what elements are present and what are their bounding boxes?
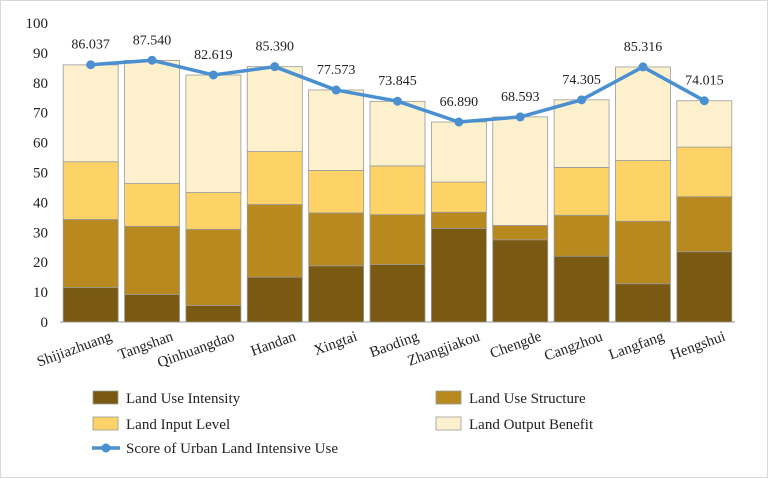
bar-segment-land-input-level [246, 151, 303, 205]
bar-segment-land-use-intensity [430, 228, 487, 323]
score-point [270, 62, 280, 72]
bar-segment-land-input-level [308, 170, 365, 214]
bar-segment-land-output-benefit [308, 89, 365, 171]
bar-segment-land-use-intensity [676, 251, 733, 323]
bar-segment-land-output-benefit [246, 66, 303, 152]
bar-segment-land-output-benefit [676, 100, 733, 148]
y-tick-label: 70 [33, 106, 48, 122]
score-data-label: 66.890 [440, 95, 479, 110]
bar-segment-land-use-structure [308, 212, 365, 267]
legend: Land Use Intensity Land Use Structure Land… [92, 390, 594, 457]
y-tick-label: 0 [41, 315, 49, 331]
score-point [208, 70, 218, 80]
bar-segment-land-use-structure [124, 225, 180, 295]
score-point [147, 55, 157, 65]
bar-segment-land-input-level [62, 161, 119, 220]
bar-segment-land-output-benefit [615, 66, 671, 161]
bar-segment-land-use-structure [369, 214, 426, 265]
labels-layer: 86.037 87.540 82.619 85.390 77.573 73.845 66.8… [71, 33, 723, 110]
score-data-label: 86.037 [71, 38, 110, 53]
y-tick-label: 60 [33, 136, 48, 152]
y-tick-label: 50 [33, 166, 48, 182]
score-data-label: 73.845 [378, 74, 417, 89]
bar-segment-land-use-intensity [492, 239, 549, 323]
y-tick-label: 90 [33, 46, 48, 62]
bar-segment-land-output-benefit [369, 100, 426, 167]
bar-segment-land-output-benefit [62, 64, 119, 163]
legend-swatch [435, 416, 462, 431]
bar-segment-land-use-structure [615, 220, 671, 285]
score-data-label: 68.593 [501, 90, 540, 105]
legend-label: Land Output Benefit [469, 417, 594, 433]
score-data-label: 82.619 [194, 48, 233, 63]
bar-segment-land-use-intensity [62, 287, 119, 323]
bar-segment-land-input-level [676, 146, 733, 198]
score-data-label: 77.573 [317, 63, 356, 78]
legend-label: Score of Urban Land Intensive Use [126, 441, 338, 457]
score-data-label: 87.540 [133, 33, 172, 48]
bar-segment-land-use-intensity [246, 276, 303, 323]
bar-segment-land-input-level [185, 192, 242, 230]
bar-segment-land-use-intensity [308, 265, 365, 323]
legend-swatch [92, 390, 119, 405]
score-point [393, 96, 402, 106]
y-tick-label: 40 [33, 195, 48, 211]
bar-segment-land-input-level [615, 160, 671, 222]
score-point [331, 85, 341, 95]
bar-segment-land-output-benefit [492, 116, 549, 226]
bar-segment-land-use-intensity [124, 294, 180, 323]
bar-segment-land-use-intensity [185, 305, 242, 323]
y-tick-label: 30 [33, 225, 48, 241]
score-point [515, 112, 525, 122]
bar-segment-land-use-structure [492, 225, 549, 241]
score-data-label: 74.305 [562, 73, 601, 88]
bar-segment-land-use-intensity [369, 264, 426, 323]
bar-segment-land-use-structure [553, 214, 610, 257]
bar-segment-land-output-benefit [124, 59, 180, 184]
score-point [699, 96, 709, 106]
y-tick-label: 80 [33, 76, 48, 92]
y-tick-label: 100 [26, 16, 49, 32]
bar-segment-land-output-benefit [553, 99, 610, 168]
score-data-label: 85.390 [256, 40, 295, 55]
legend-label: Land Use Intensity [126, 391, 241, 407]
bar-segment-land-use-structure [246, 204, 303, 278]
line-layer [86, 55, 709, 127]
legend-swatch [435, 390, 462, 405]
bar-segment-land-use-intensity [553, 255, 610, 323]
bar-segment-land-input-level [124, 183, 180, 227]
bar-segment-land-input-level [553, 167, 610, 216]
score-data-label: 85.316 [624, 40, 663, 55]
bar-segment-land-use-structure [676, 196, 733, 253]
bar-segment-land-output-benefit [185, 74, 242, 193]
score-data-label: 74.015 [685, 74, 724, 89]
y-tick-label: 10 [33, 285, 48, 301]
y-tick-label: 20 [33, 255, 48, 271]
bar-segment-land-use-intensity [615, 283, 671, 323]
legend-label: Land Input Level [126, 417, 230, 433]
bar-segment-land-use-structure [185, 228, 242, 306]
bar-segment-land-input-level [369, 165, 426, 216]
legend-label: Land Use Structure [469, 391, 586, 407]
score-point [577, 95, 587, 105]
score-point [86, 60, 96, 70]
legend-swatch [92, 416, 119, 431]
legend-line-marker [101, 443, 111, 453]
score-point [454, 117, 464, 127]
bar-segment-land-input-level [430, 181, 487, 213]
score-point [638, 62, 648, 72]
bar-segment-land-output-benefit [430, 121, 487, 183]
bars-layer [62, 59, 733, 323]
bar-segment-land-use-structure [430, 211, 487, 229]
bar-segment-land-use-structure [62, 219, 119, 289]
